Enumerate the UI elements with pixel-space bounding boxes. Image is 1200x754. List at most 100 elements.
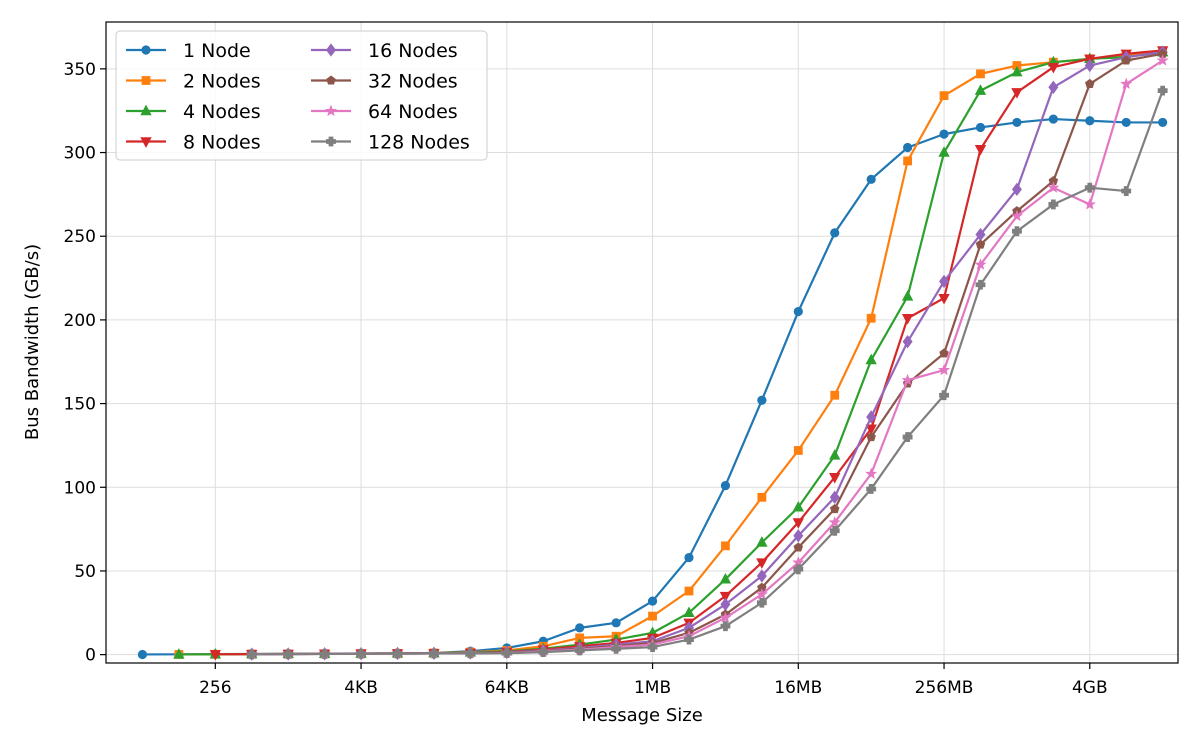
data-point [938,363,951,376]
data-point [792,518,804,529]
y-axis-title: Bus Bandwidth (GB/s) [22,244,43,440]
data-point [793,542,804,552]
data-point [975,122,986,133]
data-point [866,432,876,442]
data-point [1047,62,1060,74]
legend-item: 32 Nodes [311,71,458,93]
data-point [756,597,767,608]
data-point [938,146,950,157]
data-point [829,490,840,504]
data-point [903,142,913,153]
data-point [173,648,185,659]
data-point [1048,114,1058,124]
data-point [865,353,877,365]
data-point [975,239,986,249]
y-tick-label: 150 [64,395,96,415]
data-point [209,650,221,661]
data-point [866,410,877,424]
legend-item: 128 Nodes [311,132,470,154]
data-point [866,174,876,184]
data-point [137,649,148,660]
legend-swatch-marker [141,76,151,85]
legend-item: 2 Nodes [126,71,261,93]
data-point [684,586,694,596]
legend-swatch-marker [326,43,336,57]
data-point [756,558,768,569]
y-tick-label: 50 [74,562,96,582]
plot-frame [105,21,1179,664]
data-point [901,373,914,386]
y-tick-label: 0 [85,646,96,666]
data-point [719,611,732,623]
data-point [575,623,585,633]
data-point [283,649,294,660]
data-point [974,84,987,95]
data-point [901,314,914,325]
data-point [1120,77,1133,90]
data-point [829,473,841,484]
data-point [1084,182,1095,193]
series-line [251,90,1164,656]
x-axis-title: Message Size [581,705,703,726]
legend-swatch-marker [140,104,152,116]
data-point [902,334,913,349]
data-point [1121,55,1131,65]
legend-label: 8 Nodes [183,132,261,154]
data-point [1156,54,1169,66]
data-point [719,591,732,603]
data-point [756,569,767,583]
legend-label: 128 Nodes [368,132,470,154]
data-point [865,467,878,480]
legend-item: 4 Nodes [126,101,261,123]
data-point [901,290,914,301]
data-point [902,432,913,442]
legend-label: 2 Nodes [183,71,261,93]
y-tick-label: 250 [64,227,96,247]
data-point [684,552,694,563]
data-point [1121,186,1132,196]
data-point [939,390,949,401]
data-point [757,492,767,502]
data-point [1083,198,1096,210]
data-point [866,313,876,323]
data-point [793,446,803,455]
data-point [939,91,949,101]
legend-label: 4 Nodes [183,101,261,123]
data-point [793,529,804,543]
x-tick-label: 16MB [774,678,822,698]
axis-ticks: 256 4KB 64KB 1MB 16MB 256MB 4GB 0 50 100 150 200 250… [64,60,1108,698]
data-point [866,484,877,494]
data-point [829,449,841,460]
data-point [538,647,549,658]
legend-box [115,30,488,161]
y-tick-label: 100 [64,478,96,498]
series-128-nodes [246,85,1168,660]
legend-swatch-marker [141,45,151,55]
data-point [974,144,987,156]
legend-swatch-marker [326,75,336,85]
data-point [939,274,950,289]
data-point [611,618,621,628]
series-layer [137,45,1169,661]
data-point [1011,88,1023,99]
legend: 1 Node 2 Nodes 4 Nodes 8 Nodes 16 Nodes 32 No… [115,30,488,161]
data-point [865,424,877,436]
legend-swatch-marker [140,137,152,148]
data-point [1085,116,1095,126]
data-point [1010,209,1023,222]
data-point [938,293,950,305]
data-point [1047,181,1060,193]
data-point [1121,117,1131,128]
x-tick-label: 256MB [915,678,974,698]
x-tick-label: 4KB [344,678,378,698]
data-point [356,648,366,659]
data-point [319,649,330,659]
legend-item: 16 Nodes [311,40,458,62]
data-point [830,390,840,400]
legend-label: 1 Node [183,40,251,62]
data-point [501,648,512,659]
data-point [756,536,768,547]
data-point [975,279,986,290]
data-point [429,648,439,659]
